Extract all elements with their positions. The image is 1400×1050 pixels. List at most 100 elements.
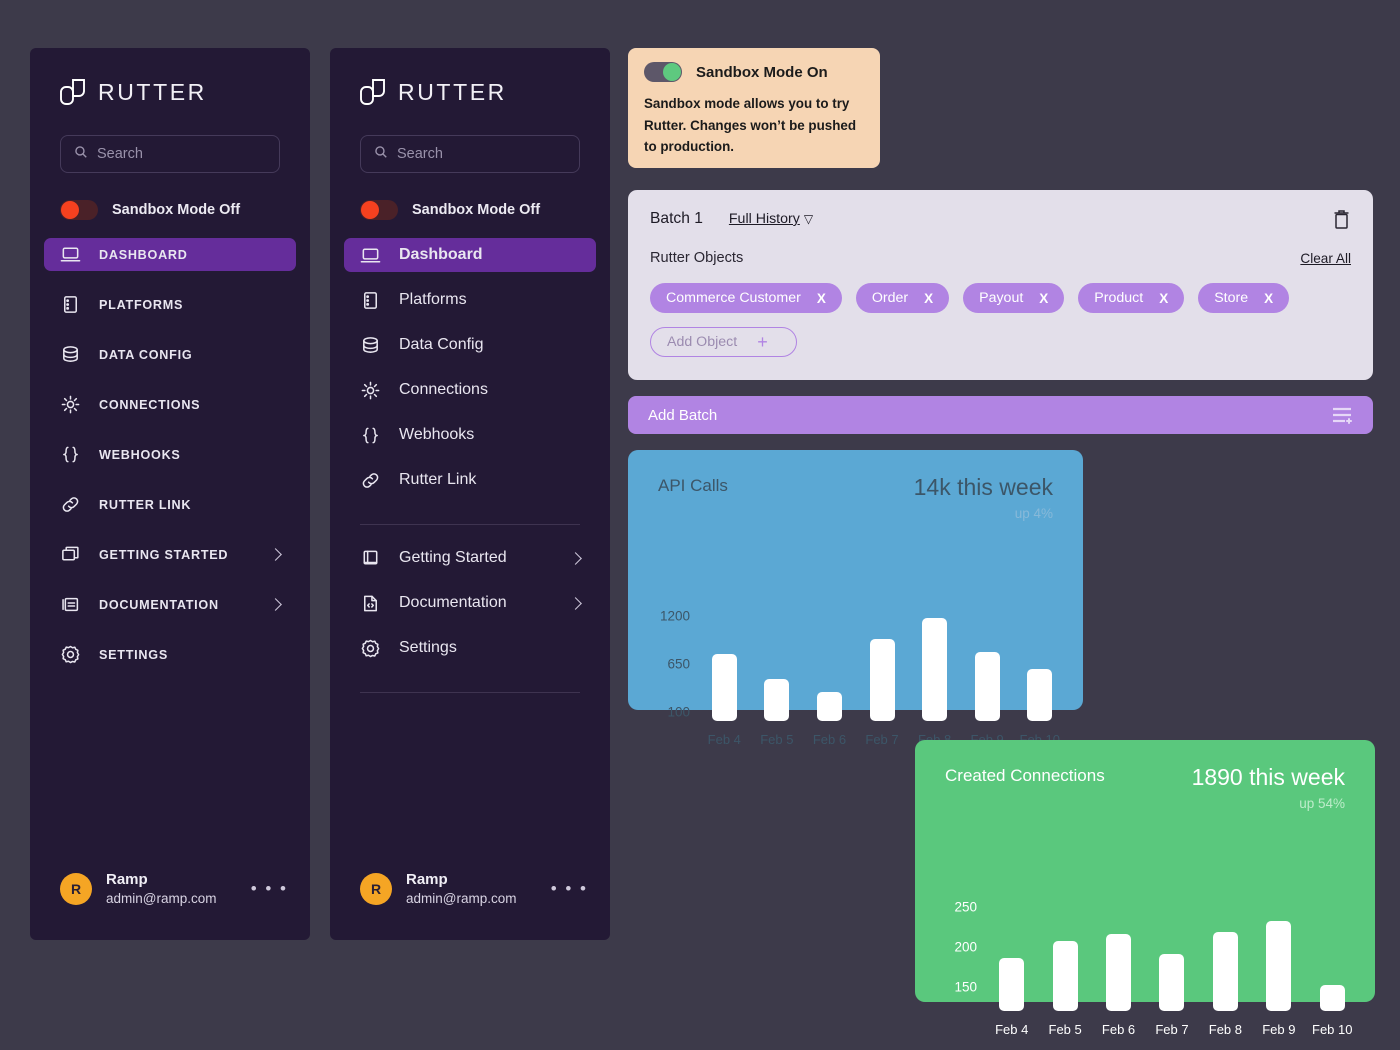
sidebar-item-connections[interactable]: CONNECTIONS [44,388,296,421]
sandbox-mode-toggle[interactable] [360,200,398,220]
list-plus-icon [1331,406,1353,424]
sidebar-item-data-config[interactable]: Data Config [344,328,596,362]
sidebar-item-rutter-link[interactable]: RUTTER LINK [44,488,296,521]
profile-row[interactable]: R Ramp admin@ramp.com • • • [330,870,610,940]
sidebar-item-label: Dashboard [399,246,483,263]
y-axis-tick: 650 [667,656,690,672]
bar [1027,669,1053,721]
bar [1266,921,1292,1011]
nav-divider-top [360,524,580,525]
clear-all-button[interactable]: Clear All [1300,250,1351,266]
gear-icon [360,638,381,659]
bar [1106,933,1132,1011]
full-history-dropdown[interactable]: Full History ▽ [729,210,813,228]
sidebar-item-label: WEBHOOKS [99,447,181,462]
sandbox-mode-toggle-row[interactable]: Sandbox Mode Off [30,173,310,220]
remove-tag-icon[interactable]: X [1039,290,1049,306]
sidebar-item-dashboard[interactable]: DASHBOARD [44,238,296,271]
object-tag-label: Order [871,290,909,306]
bar [922,617,948,721]
rutter-logo-icon [60,78,86,106]
bar [711,654,737,721]
sidebar-item-label: PLATFORMS [99,297,184,312]
bar [1212,932,1238,1011]
chart-delta: up 4% [1014,506,1053,521]
sidebar-item-settings[interactable]: SETTINGS [44,638,296,671]
rutter-logo-icon [360,78,386,106]
y-axis-tick: 100 [667,704,690,720]
database-icon [60,344,81,365]
sidebar-item-settings[interactable]: Settings [344,631,596,665]
batch-title: Batch 1 [650,210,703,227]
bar-group: Feb 4 [985,958,1038,1037]
chevron-right-icon[interactable] [269,548,282,561]
created-connections-chart-card: Created Connections 1890 this week up 54… [915,740,1375,1037]
sidebar-item-dashboard[interactable]: Dashboard [344,238,596,272]
sidebar-item-webhooks[interactable]: WEBHOOKS [44,438,296,471]
profile-menu-icon[interactable]: • • • [250,878,288,898]
add-object-button[interactable]: Add Object + [650,327,797,357]
laptop-icon [60,244,81,265]
search-icon [374,145,388,164]
object-tag[interactable]: Store X [1198,283,1290,313]
chart-header: Created Connections 1890 this week up 54… [915,740,1375,812]
object-tag[interactable]: Payout X [963,283,1065,313]
braces-icon [360,425,381,446]
sidebar-item-getting-started[interactable]: GETTING STARTED [44,538,296,571]
x-axis-label: Feb 10 [1312,1022,1353,1037]
sidebar-item-platforms[interactable]: Platforms [344,283,596,317]
search-input[interactable]: Search [60,135,280,173]
plus-icon: + [757,332,768,352]
object-tag[interactable]: Order X [855,283,950,313]
chevron-right-icon[interactable] [569,596,582,610]
x-axis-label: Feb 6 [812,732,847,747]
x-axis-label: Feb 5 [1048,1022,1082,1037]
bar-group: Feb 5 [751,678,804,747]
bar [1159,954,1185,1011]
sidebar-item-connections[interactable]: Connections [344,373,596,407]
sandbox-mode-toggle-row[interactable]: Sandbox Mode Off [330,173,610,220]
search-placeholder: Search [97,146,143,162]
x-axis-label: Feb 7 [865,732,899,747]
remove-tag-icon[interactable]: X [1264,290,1274,306]
bar [869,639,895,721]
add-batch-button[interactable]: Add Batch [628,396,1373,434]
sandbox-card-header: Sandbox Mode On [644,62,864,82]
remove-tag-icon[interactable]: X [1159,290,1169,306]
sidebar-item-label: DATA CONFIG [99,347,193,362]
remove-tag-icon[interactable]: X [816,290,826,306]
search-input[interactable]: Search [360,135,580,173]
profile-row[interactable]: R Ramp admin@ramp.com • • • [30,870,310,940]
database-icon [360,335,381,356]
sidebar-item-data-config[interactable]: DATA CONFIG [44,338,296,371]
object-tag[interactable]: Commerce Customer X [650,283,842,313]
bar-group: Feb 4 [698,654,751,747]
x-axis-label: Feb 4 [707,732,741,747]
sidebar-item-label: SETTINGS [99,647,168,662]
sidebar-item-rutter-link[interactable]: Rutter Link [344,463,596,497]
bar [974,651,1000,721]
chevron-right-icon[interactable] [569,551,582,565]
object-tag[interactable]: Product X [1078,283,1185,313]
trash-icon[interactable] [1332,208,1351,230]
sidebar-item-platforms[interactable]: PLATFORMS [44,288,296,321]
sidebar-nav-secondary: Getting Started Documentation Settings [330,541,610,676]
batch-panel: Batch 1 Full History ▽ Rutter Objects Cle… [628,190,1373,380]
sidebar-item-documentation[interactable]: DOCUMENTATION [44,588,296,621]
sidebar-item-getting-started[interactable]: Getting Started [344,541,596,575]
bar [764,678,790,721]
remove-tag-icon[interactable]: X [924,290,934,306]
profile-menu-icon[interactable]: • • • [550,878,588,898]
sidebar-item-webhooks[interactable]: Webhooks [344,418,596,452]
sidebar-uppercase-variant: RUTTER Search Sandbox Mode Off DASHBOARD… [30,48,310,940]
chevron-right-icon[interactable] [269,598,282,611]
sandbox-mode-toggle-on[interactable] [644,62,682,82]
connections-icon [60,394,81,415]
sidebar-item-documentation[interactable]: Documentation [344,586,596,620]
sandbox-mode-toggle[interactable] [60,200,98,220]
profile-name: Ramp [106,870,148,888]
chevron-down-icon: ▽ [803,212,814,226]
avatar: R [60,872,92,905]
sidebar-item-label: Rutter Link [399,471,477,488]
add-batch-label: Add Batch [648,406,718,424]
